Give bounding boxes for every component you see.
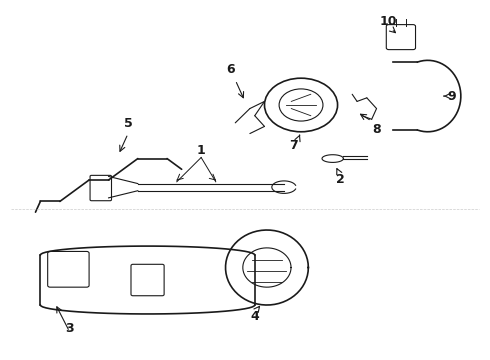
Text: 7: 7 bbox=[290, 139, 298, 152]
Text: 6: 6 bbox=[226, 63, 235, 76]
Text: 2: 2 bbox=[336, 173, 344, 186]
Text: 5: 5 bbox=[123, 117, 132, 130]
Text: 1: 1 bbox=[197, 144, 205, 157]
Text: 10: 10 bbox=[380, 15, 397, 28]
Text: 4: 4 bbox=[250, 310, 259, 323]
Text: 9: 9 bbox=[447, 90, 456, 103]
Text: 8: 8 bbox=[372, 123, 381, 136]
Text: 3: 3 bbox=[65, 323, 74, 336]
